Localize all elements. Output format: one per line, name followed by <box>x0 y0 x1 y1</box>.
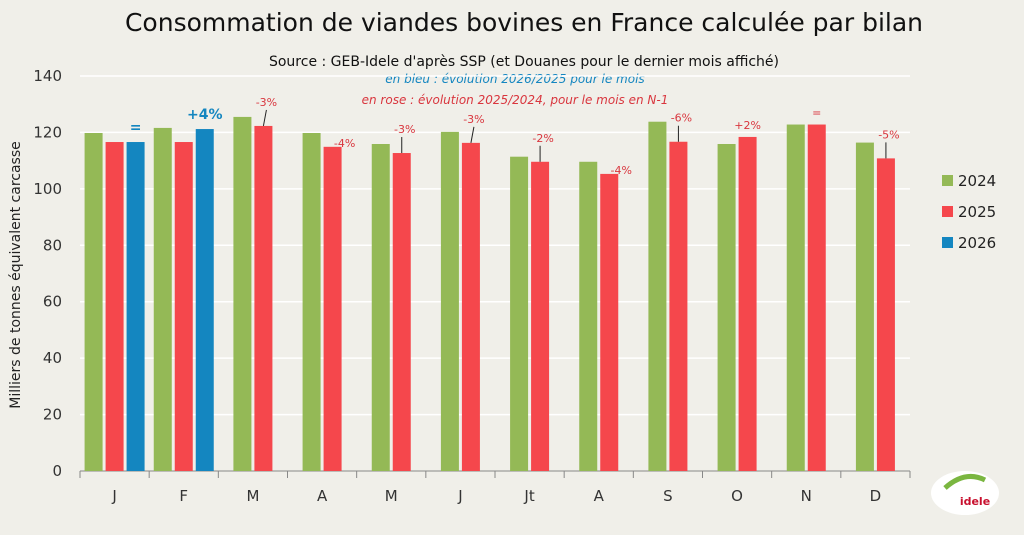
bar-2024 <box>786 124 805 472</box>
x-tick-label: F <box>179 487 188 505</box>
x-tick-label: M <box>385 487 398 505</box>
y-tick-label: 140 <box>33 67 62 85</box>
bar-2024 <box>648 121 667 471</box>
annotation-leader <box>262 109 267 127</box>
bar-2024 <box>855 142 874 472</box>
logo: idele <box>931 471 999 515</box>
bar-2025 <box>807 124 826 472</box>
bar-2025 <box>738 136 757 471</box>
y-tick-label: 20 <box>43 406 62 424</box>
y-axis-label: Milliers de tonnes équivalent carcasse <box>8 141 24 409</box>
annotation-2025: -3% <box>394 123 415 136</box>
x-tick-label: D <box>870 487 882 505</box>
legend-label-2025: 2025 <box>958 203 996 221</box>
bar-2024 <box>371 143 390 471</box>
legend-swatch-2024 <box>942 175 953 186</box>
bar-2025 <box>669 141 688 471</box>
annotation-2025: -6% <box>671 112 692 125</box>
y-tick-label: 100 <box>33 180 62 198</box>
y-tick-label: 0 <box>52 462 62 480</box>
x-tick-label: N <box>801 487 812 505</box>
bar-2025 <box>876 158 895 471</box>
bar-2025 <box>600 173 619 471</box>
bar-2025 <box>105 142 124 471</box>
y-tick-label: 80 <box>43 236 62 254</box>
bar-2025 <box>531 161 550 471</box>
y-tick-label: 40 <box>43 349 62 367</box>
x-tick-label: Jt <box>523 487 534 505</box>
bar-2024 <box>153 127 172 472</box>
note-blue: en bleu : évolution 2026/2025 pour le mo… <box>385 72 644 86</box>
svg-text:idele: idele <box>960 495 990 508</box>
chart-subtitle: Source : GEB-Idele d'après SSP (et Douan… <box>269 54 779 70</box>
x-tick-label: J <box>111 487 116 505</box>
legend-label-2024: 2024 <box>958 172 996 190</box>
x-tick-label: J <box>457 487 462 505</box>
annotation-2025: -2% <box>532 132 553 145</box>
bar-2025 <box>254 125 273 472</box>
x-tick-label: O <box>731 487 743 505</box>
note-pink: en rose : évolution 2025/2024, pour le m… <box>362 93 669 107</box>
annotation-2025: -3% <box>463 113 484 126</box>
x-tick-label: M <box>246 487 259 505</box>
annotation-leader <box>470 126 475 143</box>
y-tick-label: 120 <box>33 123 62 141</box>
legend-label-2026: 2026 <box>958 234 996 252</box>
annotation-2025: +2% <box>734 119 761 132</box>
x-tick-label: A <box>317 487 328 505</box>
bar-2024 <box>440 131 459 471</box>
annotation-2026: +4% <box>187 107 223 123</box>
x-tick-label: A <box>594 487 605 505</box>
annotation-2025: -4% <box>611 164 632 177</box>
bar-2024 <box>233 116 252 472</box>
annotation-2025: -5% <box>878 128 899 141</box>
bar-2025 <box>461 142 480 471</box>
bar-2025 <box>323 146 342 471</box>
bar-2025 <box>174 142 193 471</box>
bar-2024 <box>510 156 529 471</box>
y-tick-label: 60 <box>43 293 62 311</box>
annotation-2025: -3% <box>256 96 277 109</box>
bar-2024 <box>84 132 103 471</box>
x-tick-label: S <box>663 487 673 505</box>
bar-2024 <box>302 132 321 471</box>
bar-2024 <box>717 143 736 471</box>
bar-2024 <box>579 161 598 471</box>
annotation-2025: = <box>812 107 821 120</box>
legend-swatch-2026 <box>942 237 953 248</box>
chart-title: Consommation de viandes bovines en Franc… <box>125 8 923 37</box>
legend-swatch-2025 <box>942 206 953 217</box>
bar-2026 <box>126 142 145 471</box>
bar-2026 <box>195 129 214 472</box>
bar-2025 <box>392 153 411 471</box>
annotation-2025: -4% <box>334 137 355 150</box>
annotation-2026: = <box>130 120 142 136</box>
